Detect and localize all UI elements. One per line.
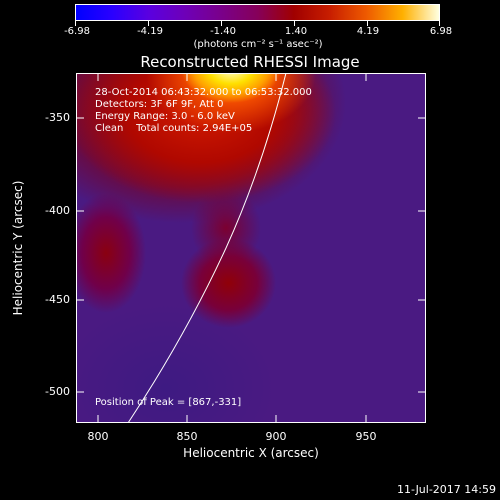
image-title: Reconstructed RHESSI Image: [140, 53, 360, 71]
colorbar-tick: [294, 21, 295, 26]
solar-limb-line: [127, 73, 287, 423]
colorbar-units: (photons cm⁻² s⁻¹ asec⁻²): [193, 39, 323, 50]
colorbar: [75, 4, 440, 21]
y-tick-label: -500: [45, 385, 70, 398]
x-tick-label: 900: [265, 430, 287, 443]
colorbar-tick-label: 1.40: [284, 26, 308, 37]
x-tick-label: 950: [355, 430, 377, 443]
colorbar-tick: [75, 21, 76, 26]
rhessi-image: [76, 73, 426, 423]
clean-counts-text: Clean Total counts: 2.94E+05: [95, 123, 253, 134]
timestamp-footer: 11-Jul-2017 14:59: [396, 483, 496, 496]
colorbar-tick-label: -1.40: [210, 26, 236, 37]
y-axis-label: Heliocentric Y (arcsec): [11, 180, 25, 316]
detectors-text: Detectors: 3F 6F 9F, Att 0: [95, 99, 224, 110]
x-axis-label: Heliocentric X (arcsec): [183, 446, 319, 460]
y-tick-label: -450: [45, 293, 70, 306]
energy-range-text: Energy Range: 3.0 - 6.0 keV: [95, 111, 235, 122]
colorbar-tick-label: -6.98: [64, 26, 90, 37]
x-tick-label: 850: [176, 430, 198, 443]
colorbar-tick: [148, 21, 149, 26]
y-tick-label: -400: [45, 204, 70, 217]
peak-position-text: Position of Peak = [867,-331]: [95, 397, 242, 408]
colorbar-tick-label: 6.98: [429, 26, 453, 37]
solar-limb-overlay: [127, 73, 287, 423]
colorbar-tick: [221, 21, 222, 26]
colorbar-tick-label: -4.19: [137, 26, 163, 37]
emission-left-lobe: [76, 193, 146, 313]
emission-mid-lobe: [191, 188, 261, 268]
colorbar-tick: [367, 21, 368, 26]
colorbar-tick-label: 4.19: [356, 26, 380, 37]
time-range-text: 28-Oct-2014 06:43:32.000 to 06:53:32.000: [95, 87, 312, 98]
y-tick-label: -350: [45, 111, 70, 124]
colorbar-tick: [439, 21, 440, 26]
x-tick-label: 800: [87, 430, 109, 443]
